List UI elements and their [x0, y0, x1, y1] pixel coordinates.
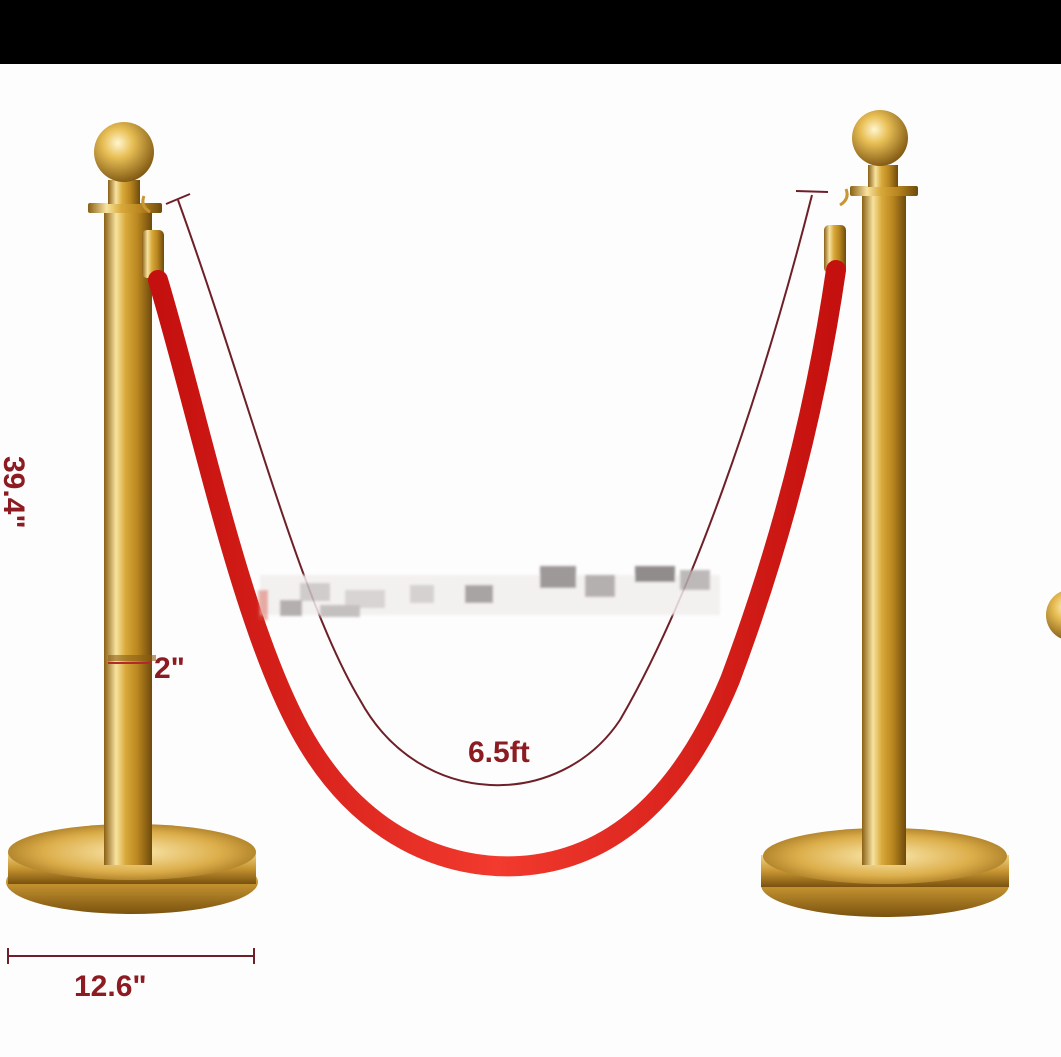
base-diameter-label: 12.6"	[74, 970, 147, 1003]
pole-diameter-label: 2"	[154, 652, 185, 685]
black-top-bar	[0, 0, 1061, 64]
rope-hook-right	[824, 188, 849, 273]
guide-tick-left	[165, 193, 191, 205]
rope-hook-left	[141, 195, 164, 278]
rope-length-label: 6.5ft	[468, 736, 530, 769]
right-stanchion	[761, 110, 1009, 917]
height-dimension-label: 39.4"	[0, 456, 30, 529]
stanchion-illustration: 39.4" 2" 6.5ft 12.6"	[0, 110, 1061, 1003]
edge-stanchion-fragment	[1046, 591, 1061, 639]
product-photo: 39.4" 2" 6.5ft 12.6"	[0, 64, 1061, 1057]
rope-length-guide-line	[177, 194, 813, 787]
left-stanchion	[6, 122, 258, 914]
guide-tick-right	[795, 190, 829, 193]
red-velvet-rope	[148, 260, 846, 877]
blurred-watermark	[258, 566, 720, 620]
